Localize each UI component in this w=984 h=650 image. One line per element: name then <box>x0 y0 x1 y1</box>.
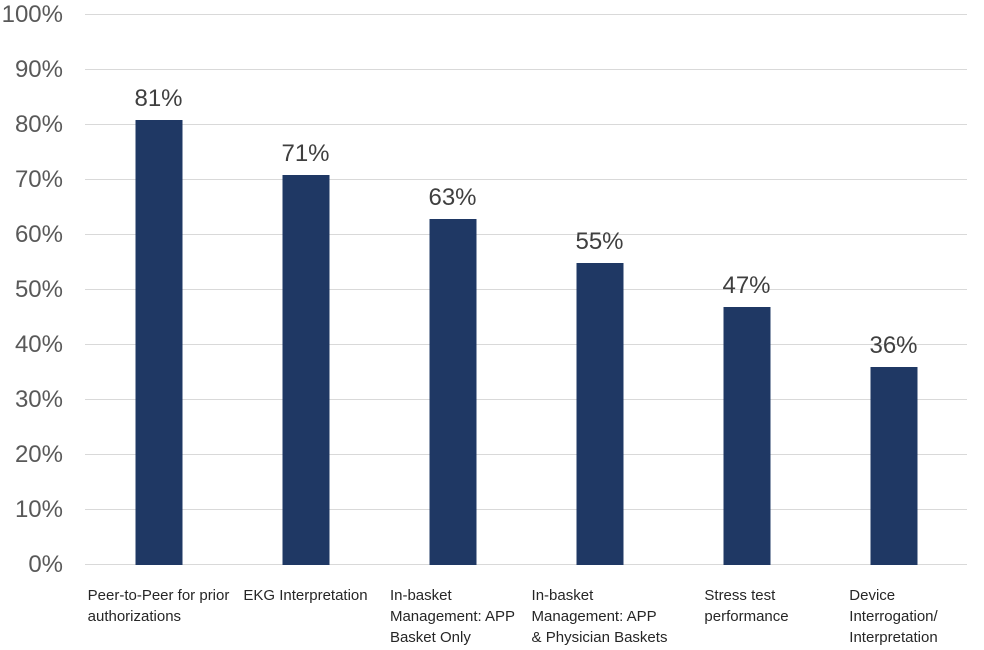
category-label: EKG Interpretation <box>243 585 367 648</box>
y-tick-label: 0% <box>28 551 63 578</box>
bar-value-label: 71% <box>281 139 330 167</box>
bar-value-label: 47% <box>722 271 771 299</box>
gridline <box>85 289 967 290</box>
gridline <box>85 69 967 70</box>
gridline <box>85 399 967 400</box>
category-label-line: Stress test <box>704 587 776 604</box>
bar-value-label: 55% <box>575 227 624 255</box>
category-label: In-basket Management: APP & Physician Bask… <box>532 585 668 648</box>
bar-slot: 36% <box>820 15 967 565</box>
category-label-line: EKG Interpretation <box>243 587 368 604</box>
y-axis: 0% 10% 20% 30% 40% 50% 60% 70% 80% 90% 100% <box>0 1 63 578</box>
category-label-line: Interrogation/ <box>849 608 938 625</box>
y-tick-label: 100% <box>1 1 63 28</box>
category-label: In-basket Management: APP Basket Only <box>390 585 515 648</box>
bar-slot: 71% <box>232 15 379 565</box>
gridline <box>85 509 967 510</box>
bar-value-label: 81% <box>134 84 183 112</box>
category-label-line: In-basket <box>531 587 594 604</box>
x-axis-line <box>85 564 967 565</box>
bar <box>723 306 770 565</box>
y-tick-label: 40% <box>14 331 63 358</box>
category-label-cell: Device Interrogation/Interpretation <box>820 585 967 648</box>
category-label-line: Basket Only <box>389 629 471 646</box>
gridline <box>85 179 967 180</box>
bar-slot: 63% <box>379 15 526 565</box>
bar <box>870 367 917 565</box>
y-tick-label: 90% <box>14 56 63 83</box>
category-label-line: Management: APP <box>389 608 516 625</box>
y-tick-label: 30% <box>14 386 63 413</box>
category-label-cell: Peer-to-Peer for prior authorizations <box>85 585 232 648</box>
bar-slot: 81% <box>85 15 232 565</box>
bar-value-label: 36% <box>869 332 918 359</box>
category-label-line: In-basket <box>389 587 452 604</box>
bar <box>282 174 329 565</box>
category-label-line: Device <box>849 587 896 604</box>
gridline <box>85 124 967 125</box>
bar <box>135 119 182 565</box>
y-tick-label: 10% <box>14 496 63 523</box>
category-label-cell: In-basket Management: APP & Physician Bask… <box>526 585 673 648</box>
bar <box>429 218 476 565</box>
bar-value-label: 63% <box>428 183 477 211</box>
category-label-cell: Stress test performance <box>673 585 820 648</box>
category-label-line: Management: APP <box>531 608 657 625</box>
category-label-line: authorizations <box>87 608 182 625</box>
category-label-cell: In-basket Management: APP Basket Only <box>379 585 526 648</box>
category-label: Stress test performance <box>704 585 788 648</box>
category-label-line: & Physician Baskets <box>531 629 668 646</box>
category-label-line: Peer-to-Peer for prior <box>87 587 230 604</box>
category-label-cell: EKG Interpretation <box>232 585 379 648</box>
gridline <box>85 344 967 345</box>
bar-slot: 47% <box>673 15 820 565</box>
y-tick-label: 20% <box>14 441 63 468</box>
category-label: Device Interrogation/Interpretation <box>849 585 937 648</box>
y-tick-label: 50% <box>14 276 63 303</box>
category-label-line: performance <box>704 608 789 625</box>
category-label: Peer-to-Peer for prior authorizations <box>88 585 230 648</box>
plot-area: 81% 71% 63% 55% 47% 36% <box>85 14 967 565</box>
y-tick-label: 70% <box>14 166 63 193</box>
x-axis-labels: Peer-to-Peer for prior authorizations EKG … <box>85 585 967 648</box>
bar <box>576 262 623 565</box>
bar-series: 81% 71% 63% 55% 47% 36% <box>85 15 967 565</box>
gridline <box>85 454 967 455</box>
y-tick-label: 60% <box>14 221 63 248</box>
gridline <box>85 14 967 15</box>
category-label-line: Interpretation <box>849 629 938 646</box>
bar-slot: 55% <box>526 15 673 565</box>
y-tick-label: 80% <box>14 111 63 138</box>
gridline <box>85 234 967 235</box>
